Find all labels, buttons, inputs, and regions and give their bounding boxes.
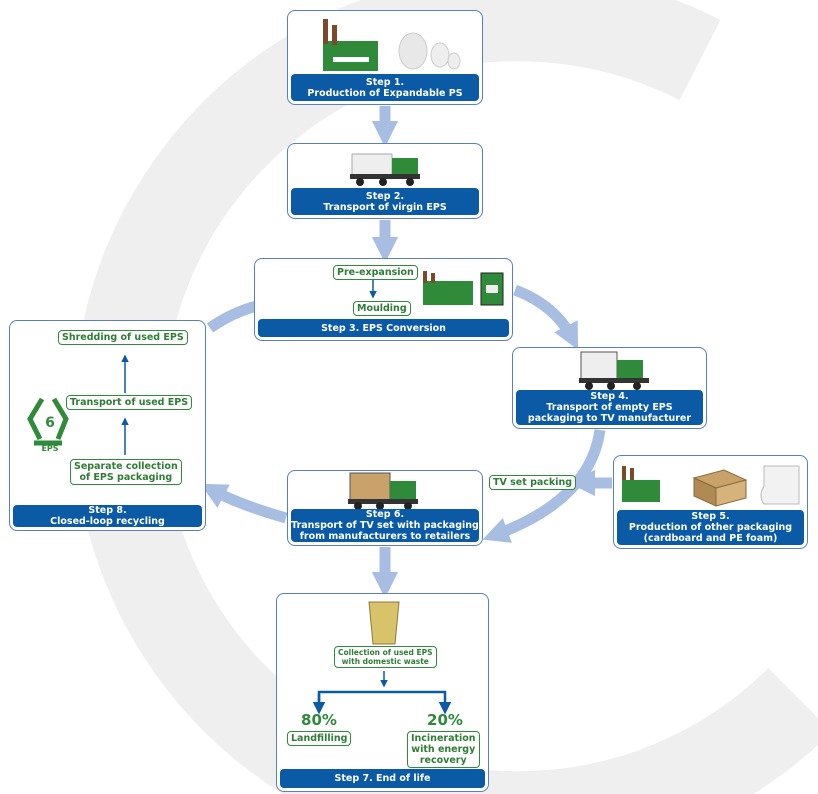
- shape: [369, 602, 399, 644]
- text: Step 2.: [291, 191, 479, 202]
- truck-icon: [288, 471, 484, 511]
- step-box: Collection of used EPSwith domestic wast…: [276, 593, 489, 792]
- truck-icon: [513, 348, 708, 396]
- text: recovery: [411, 755, 476, 766]
- text: Collection of used EPS: [338, 648, 433, 657]
- truck-icon: [288, 144, 484, 192]
- shape: [332, 25, 337, 45]
- text: Closed-loop recycling: [13, 516, 202, 527]
- shape: [431, 273, 435, 283]
- share: 20%: [423, 711, 467, 729]
- text: Step 6.: [291, 509, 479, 520]
- text: Step 4.: [516, 391, 703, 402]
- shape: [607, 382, 615, 390]
- shape: [352, 154, 392, 176]
- stage-box: Shredding of used EPS: [58, 330, 188, 345]
- shape: [431, 43, 449, 67]
- text: Separate collection: [74, 461, 178, 472]
- shape: [448, 53, 460, 69]
- text: with energy: [411, 744, 476, 755]
- text: Transport of virgin EPS: [291, 202, 479, 213]
- step-label: Step 2.Transport of virgin EPS: [291, 188, 479, 215]
- shape: [486, 285, 498, 293]
- shape: [423, 271, 427, 283]
- step-box: Step 5.Production of other packaging(car…: [613, 455, 808, 549]
- shape: [617, 360, 643, 380]
- text: Step 3. EPS Conversion: [258, 323, 509, 334]
- text: Shredding of used EPS: [62, 332, 184, 343]
- shape: [323, 41, 378, 71]
- step-label: Step 1.Production of Expandable PS: [291, 74, 479, 101]
- text: Production of other packaging: [617, 522, 804, 533]
- packing-label: TV set packing: [489, 475, 576, 490]
- shape: [323, 19, 328, 44]
- step-box: Step 6.Transport of TV set with packagin…: [287, 470, 483, 546]
- text: Step 7. End of life: [280, 773, 485, 784]
- step-box: Pre-expansion Moulding Step 3. EPS Conve…: [254, 258, 513, 341]
- packaging-icons: [614, 456, 809, 514]
- shape: [630, 468, 634, 480]
- step-label: Step 3. EPS Conversion: [258, 319, 509, 337]
- substep: Pre-expansion: [333, 265, 418, 280]
- text: Transport of empty EPS: [516, 402, 703, 413]
- shape: [379, 178, 387, 186]
- shape: [406, 178, 414, 186]
- shape: [399, 33, 427, 69]
- shape: [392, 158, 418, 176]
- stage-box: Transport of used EPS: [66, 395, 192, 410]
- step-box: Step 1.Production of Expandable PS: [287, 10, 483, 105]
- step-label: Step 8.Closed-loop recycling: [13, 505, 202, 527]
- text: with domestic waste: [338, 657, 433, 666]
- text: Step 1.: [291, 77, 479, 88]
- shape: [423, 281, 473, 305]
- text: Step 5.: [617, 511, 804, 522]
- text: packaging to TV manufacturer: [516, 413, 703, 424]
- step-box: Shredding of used EPS Transport of used …: [9, 320, 206, 531]
- shape: [333, 57, 369, 62]
- shape: [622, 480, 660, 502]
- step-box: Step 2.Transport of virgin EPS: [287, 143, 483, 219]
- text: Transport of TV set with packaging: [291, 520, 479, 531]
- shape: [515, 290, 572, 338]
- shape: [761, 466, 799, 504]
- shape: [622, 466, 626, 480]
- share: 80%: [297, 711, 341, 729]
- step-label: Step 6.Transport of TV set with packagin…: [291, 509, 479, 542]
- text: (cardboard and PE foam): [617, 533, 804, 544]
- shape: [350, 473, 390, 501]
- shape: [212, 490, 286, 518]
- step-label: Step 5.Production of other packaging(car…: [617, 510, 804, 545]
- step-label: Step 7. End of life: [280, 769, 485, 788]
- shape: [356, 178, 364, 186]
- shape: [390, 481, 416, 501]
- shape: [319, 692, 445, 712]
- text: Transport of used EPS: [70, 397, 188, 408]
- substep: Moulding: [353, 301, 411, 316]
- factory-icon: [288, 11, 484, 81]
- shape: [585, 382, 593, 390]
- shape: [581, 352, 617, 380]
- recycle-label: EPS: [32, 444, 68, 453]
- text: from manufacturers to retailers: [291, 531, 479, 542]
- text: of EPS packaging: [74, 472, 178, 483]
- text: Production of Expandable PS: [291, 88, 479, 99]
- shape: [633, 382, 641, 390]
- recycle-code: 6: [38, 415, 62, 431]
- text: Step 8.: [13, 505, 202, 516]
- diagram: Step 1.Production of Expandable PS Step …: [0, 0, 818, 794]
- outcome-box: Landfilling: [287, 731, 351, 746]
- text: Incineration: [411, 733, 476, 744]
